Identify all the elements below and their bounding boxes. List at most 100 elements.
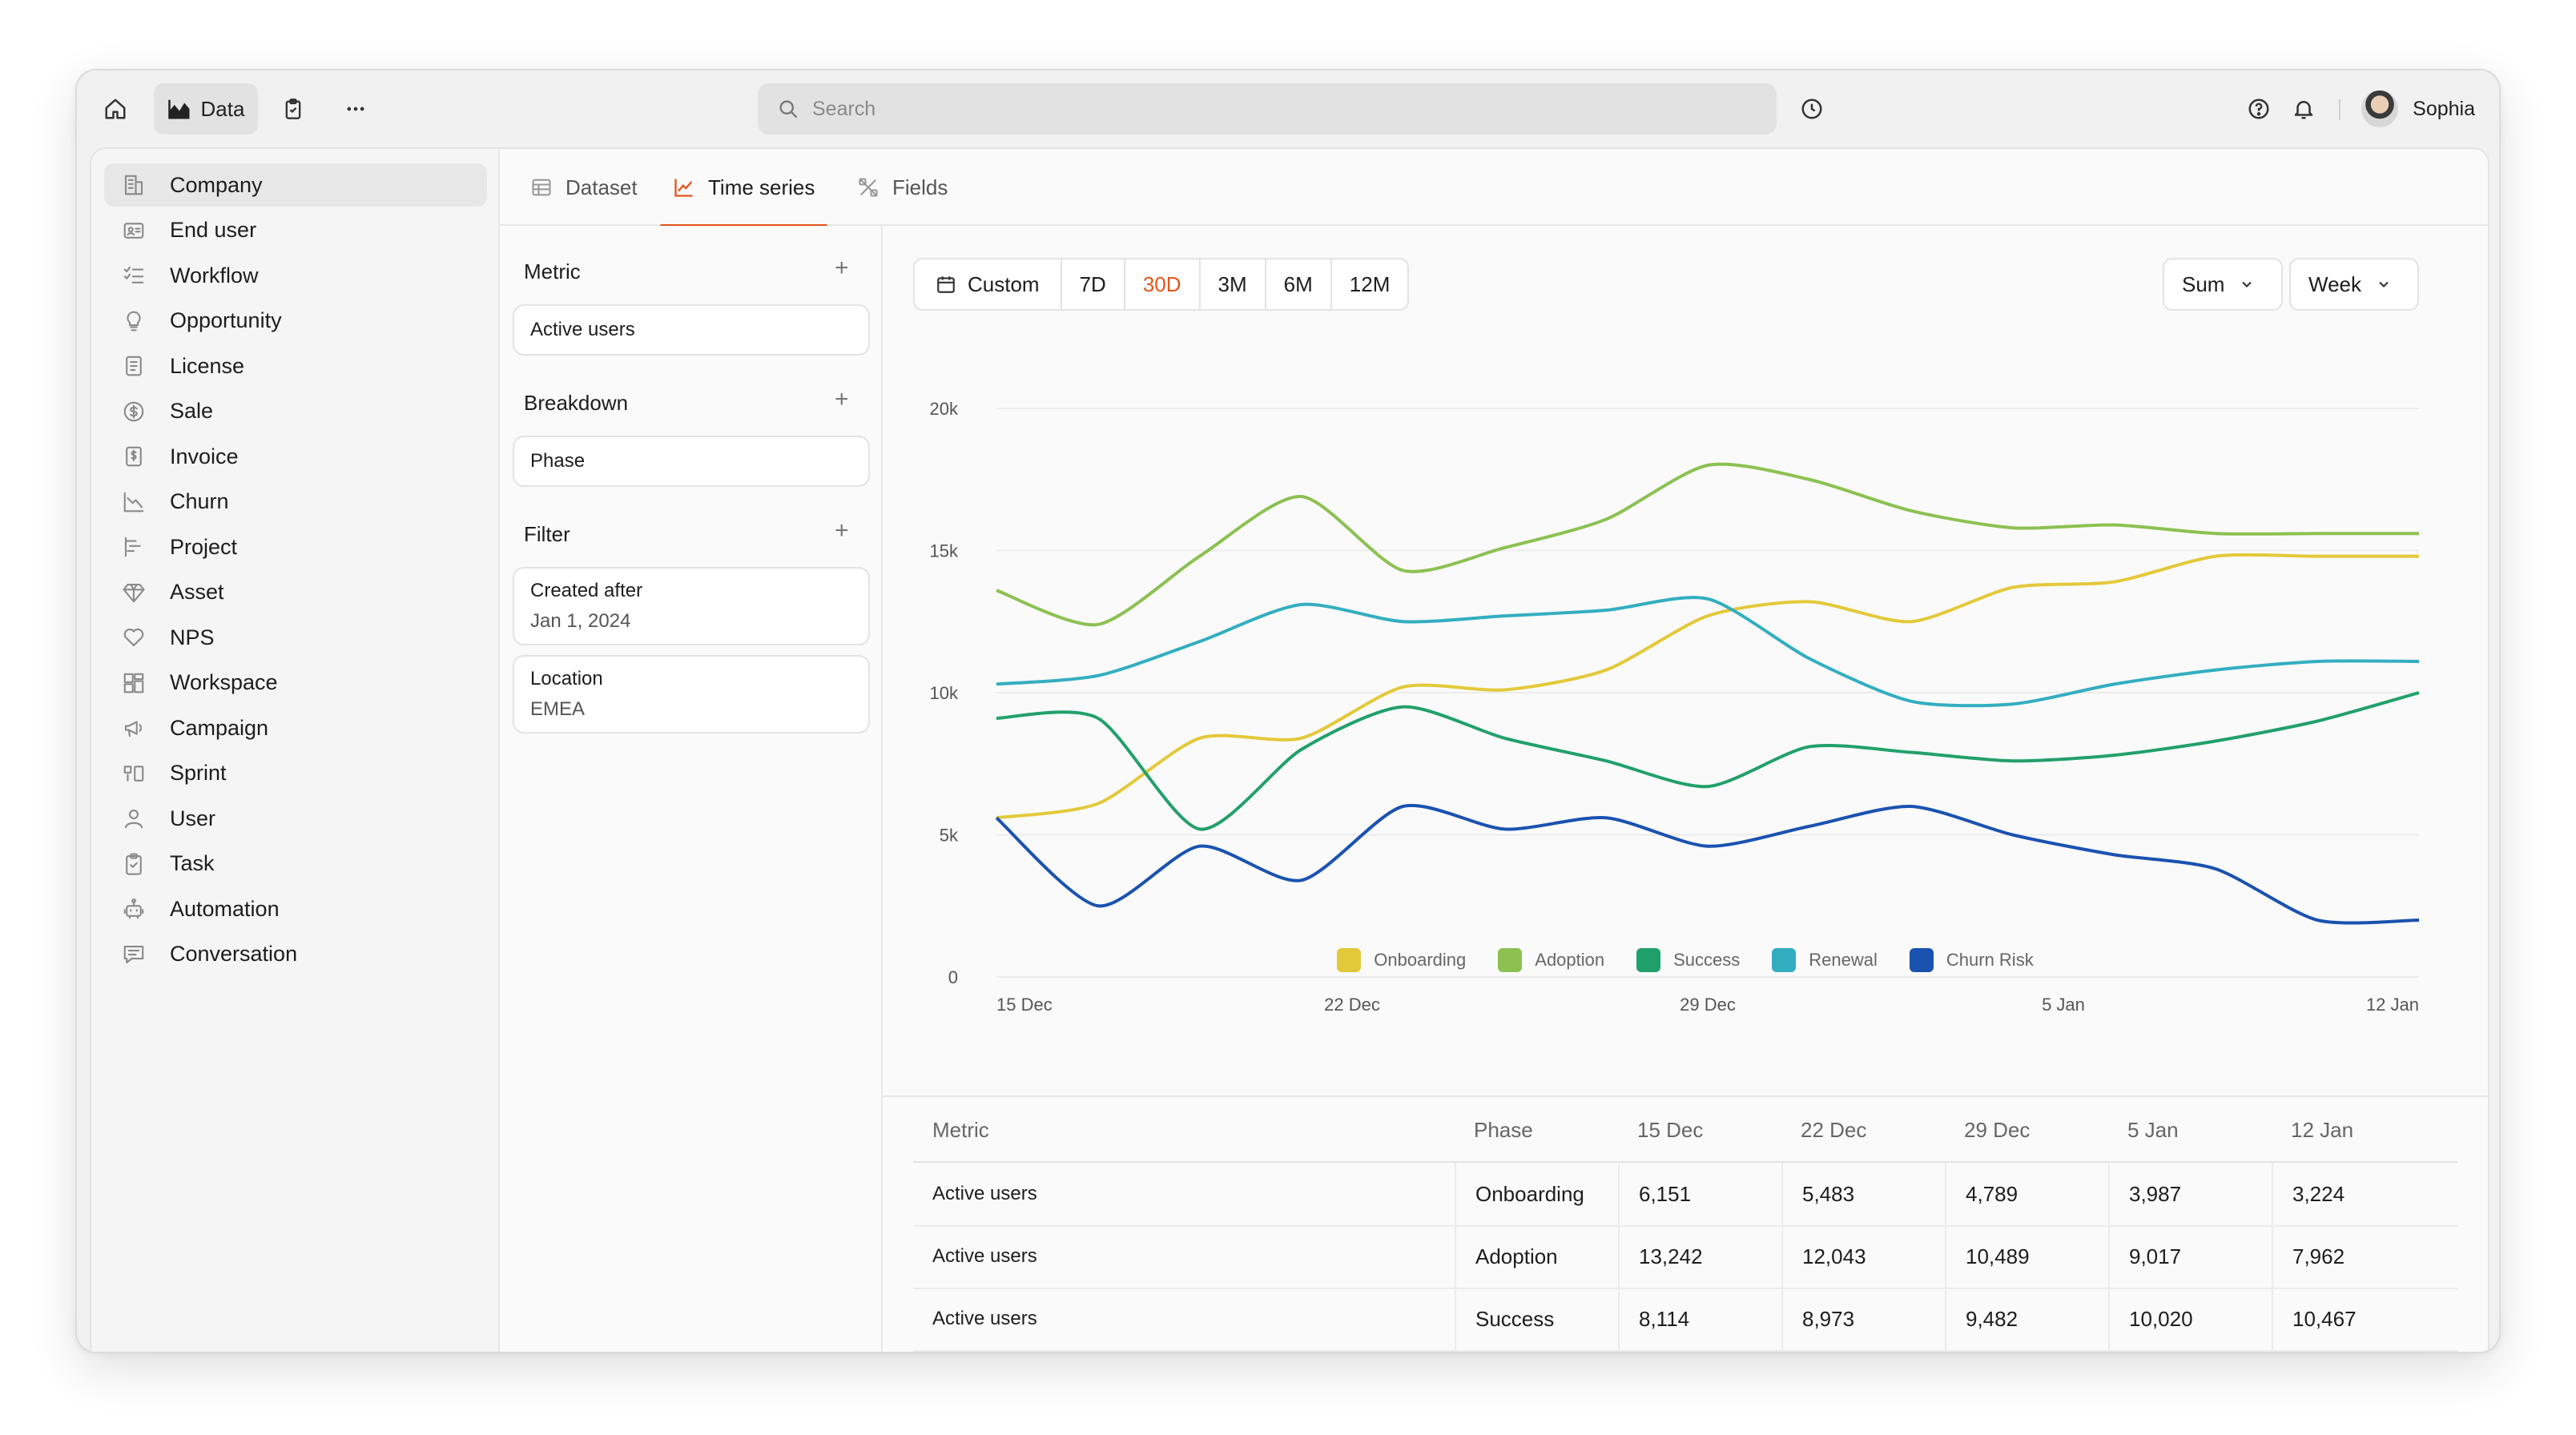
sidebar-item-asset[interactable]: Asset (104, 571, 487, 614)
clock-icon (1801, 98, 1822, 119)
add-metric-button[interactable]: + (835, 255, 849, 281)
sidebar-item-opportunity[interactable]: Opportunity (104, 299, 487, 343)
date-range-selector: Custom 7D 30D 3M 6M 12M (913, 258, 1410, 311)
table-cell: 3,224 (2272, 1163, 2416, 1225)
sidebar-item-sale[interactable]: Sale (104, 390, 487, 433)
notifications-button[interactable] (2281, 83, 2326, 135)
table-row[interactable]: Active users Success 8,114 8,973 9,482 10,020… (913, 1288, 2457, 1352)
sidebar-item-workflow[interactable]: Workflow (104, 254, 487, 297)
metric-title: Metric (524, 259, 581, 283)
chevron-down-icon (2379, 281, 2389, 287)
legend-swatch (1337, 948, 1362, 972)
sidebar-item-user[interactable]: User (104, 797, 487, 840)
building-icon (124, 175, 143, 195)
table-cell: Adoption (1455, 1225, 1618, 1288)
sidebar-item-nps[interactable]: NPS (104, 616, 487, 659)
sidebar-item-automation[interactable]: Automation (104, 887, 487, 931)
column-header: 22 Dec (1801, 1117, 1867, 1142)
robot-icon (123, 898, 144, 919)
column-header: Phase (1474, 1117, 1533, 1142)
sidebar-item-task[interactable]: Task (104, 842, 487, 886)
chevron-down-icon (2242, 281, 2252, 287)
home-button[interactable] (90, 83, 141, 135)
table-icon (532, 179, 551, 196)
tab-time-series[interactable]: Time series (659, 149, 828, 227)
sidebar-item-end-user[interactable]: End user (104, 209, 487, 252)
metric-card[interactable]: Active users (513, 304, 870, 356)
chat-icon (123, 945, 144, 963)
tab-fields-label: Fields (892, 175, 948, 199)
sidebar-item-churn[interactable]: Churn (104, 480, 487, 524)
legend-item-onboarding[interactable]: Onboarding (1337, 948, 1466, 972)
range-7d-button[interactable]: 7D (1060, 259, 1124, 309)
interval-dropdown[interactable]: Week (2289, 258, 2419, 311)
legend-item-success[interactable]: Success (1636, 948, 1740, 972)
table-cell: 3,987 (2108, 1163, 2272, 1225)
sidebar-item-invoice[interactable]: Invoice (104, 435, 487, 478)
search-input[interactable]: Search (758, 83, 1777, 135)
document-icon (126, 356, 142, 376)
sidebar-item-label: Workflow (170, 263, 259, 287)
diamond-icon (123, 583, 145, 602)
range-label: 3M (1218, 271, 1247, 296)
sidebar-item-label: Task (170, 851, 215, 875)
table-cell: 5,483 (1781, 1163, 1945, 1225)
data-label: Data (200, 96, 245, 121)
range-12m-button[interactable]: 12M (1330, 259, 1408, 309)
sidebar-item-campaign[interactable]: Campaign (104, 706, 487, 750)
range-label: 6M (1283, 271, 1313, 296)
legend-swatch (1636, 948, 1661, 972)
clipboard-button[interactable] (268, 83, 319, 135)
add-filter-button[interactable]: + (835, 517, 849, 544)
sprint-icon (123, 765, 144, 782)
sidebar-item-company[interactable]: Company (104, 163, 487, 207)
tab-fields[interactable]: Fields (857, 149, 948, 226)
y-tick-label: 20k (930, 399, 959, 419)
user-menu[interactable]: Sophia (2361, 83, 2475, 135)
history-button[interactable] (1789, 83, 1834, 135)
legend-item-adoption[interactable]: Adoption (1498, 948, 1604, 972)
legend-item-renewal[interactable]: Renewal (1772, 948, 1878, 972)
data-button[interactable]: Data (154, 83, 258, 135)
breakdown-card[interactable]: Phase (513, 436, 870, 487)
filter-key: Location (530, 668, 603, 689)
column-header: 5 Jan (2127, 1117, 2179, 1142)
tab-dataset[interactable]: Dataset (530, 149, 638, 226)
invoice-icon (126, 446, 142, 467)
table-row[interactable]: Active users Adoption 13,242 12,043 10,489 9,… (913, 1225, 2457, 1289)
sidebar-item-sprint[interactable]: Sprint (104, 752, 487, 795)
more-button[interactable] (330, 83, 381, 135)
id-card-icon (123, 222, 144, 239)
add-breakdown-button[interactable]: + (835, 386, 849, 412)
chart-legend: Onboarding Adoption Success Renewal Churn Ri… (883, 948, 2488, 972)
sidebar-item-project[interactable]: Project (104, 525, 487, 569)
legend-label: Renewal (1809, 950, 1878, 970)
series-line-adoption (996, 462, 2419, 627)
sidebar-item-label: Asset (170, 580, 224, 604)
range-30d-button[interactable]: 30D (1123, 259, 1199, 309)
tab-bar: Dataset Time series Fields (500, 149, 2488, 227)
help-button[interactable] (2236, 83, 2281, 135)
aggregate-dropdown[interactable]: Sum (2163, 258, 2283, 311)
y-tick-label: 10k (930, 683, 959, 703)
filter-key: Created after (530, 580, 643, 601)
legend-item-churn-risk[interactable]: Churn Risk (1909, 948, 2034, 972)
x-tick-label: 15 Dec (996, 995, 1053, 1015)
range-3m-button[interactable]: 3M (1198, 259, 1265, 309)
range-6m-button[interactable]: 6M (1264, 259, 1330, 309)
column-header: 12 Jan (2291, 1117, 2354, 1142)
filter-card-location[interactable]: Location EMEA (513, 655, 870, 734)
sidebar-item-license[interactable]: License (104, 344, 487, 388)
help-icon (2248, 98, 2269, 119)
table-row[interactable]: Active users Onboarding 6,151 5,483 4,789 3,9… (913, 1163, 2457, 1227)
range-custom-button[interactable]: Custom (915, 259, 1061, 309)
bell-icon (2294, 101, 2313, 119)
sidebar-item-workspace[interactable]: Workspace (104, 661, 487, 705)
x-tick-label: 22 Dec (1324, 995, 1380, 1015)
megaphone-icon (124, 721, 142, 738)
table-cell: Active users (932, 1183, 1037, 1204)
filter-card-created[interactable]: Created after Jan 1, 2024 (513, 567, 870, 645)
sidebar-item-conversation[interactable]: Conversation (104, 933, 487, 976)
x-tick-label: 5 Jan (2042, 995, 2085, 1015)
filter-value: EMEA (530, 698, 586, 720)
